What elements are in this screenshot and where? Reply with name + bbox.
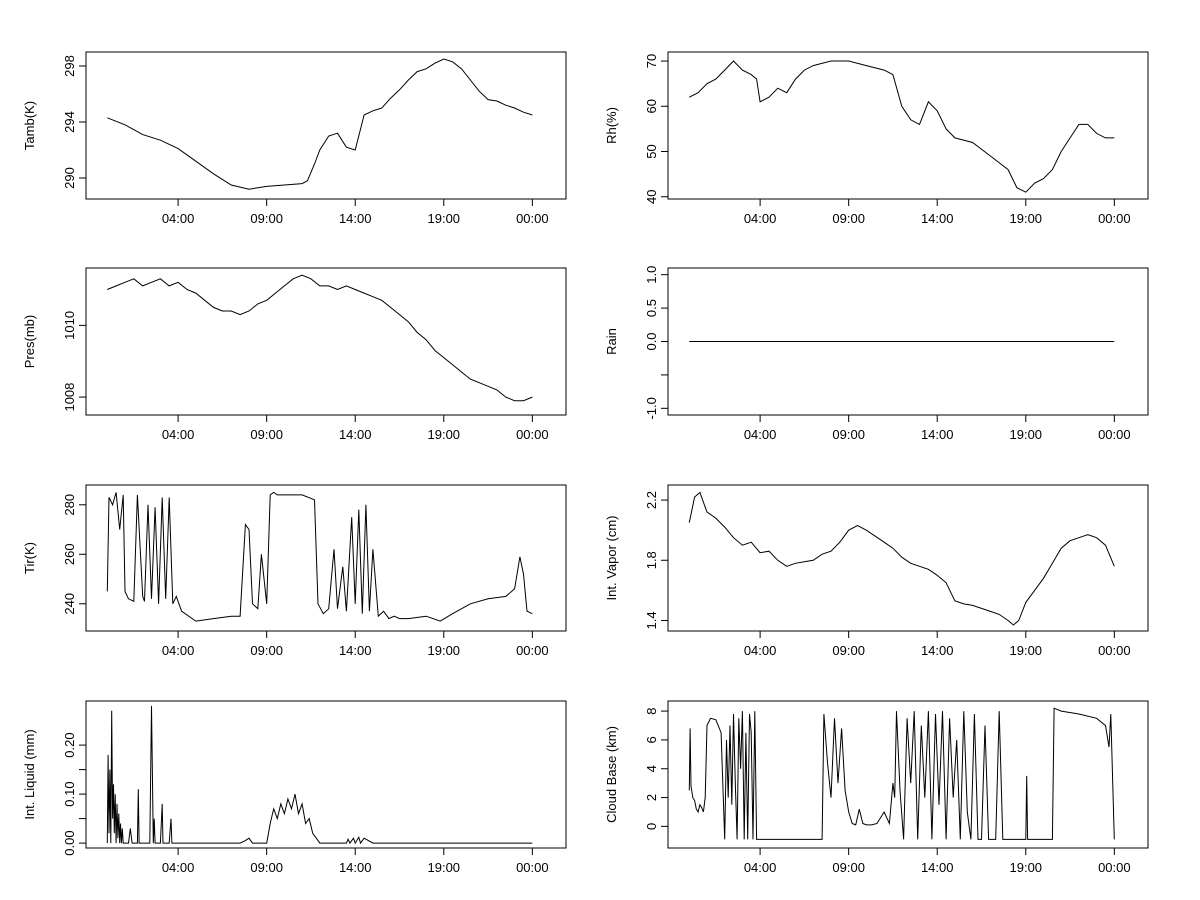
vapor-plot-frame [667,484,1149,632]
vapor-series-line [688,491,1115,626]
tir-xtick-label: 09:00 [250,643,283,658]
rain-ylabel: Rain [604,328,619,355]
rain-xtick-label: 00:00 [1098,427,1131,442]
rh-panel: 04:00 09:00 14:00 19:00 00:00 40 50 60 70 Rh(%) [604,51,1149,226]
vapor-ytick-label: 1.4 [644,611,659,629]
pres-ytick-label: 1010 [62,311,77,340]
tir-series-line [106,491,533,622]
cloud-plot-frame [667,700,1149,849]
rh-series-line [689,60,1115,193]
tamb-xtick-label: 04:00 [162,211,195,226]
vapor-ylabel: Int. Vapor (cm) [604,515,619,600]
cloud-xtick-label: 00:00 [1098,860,1131,875]
cloud-ytick-label: 0 [644,823,659,830]
rain-panel: 04:00 09:00 14:00 19:00 00:00 -1.0 0.0 0.5 1.0 Ra… [604,266,1149,442]
rain-ytick-label: -1.0 [644,397,659,419]
cloud-ytick-label: 4 [644,765,659,772]
liquid-ylabel: Int. Liquid (mm) [22,729,37,819]
liquid-xtick-label: 04:00 [162,860,195,875]
tir-ylabel: Tir(K) [22,542,37,574]
tamb-ytick-label: 294 [62,111,77,133]
cloud-xtick-label: 14:00 [921,860,954,875]
rh-plot-frame [667,51,1149,200]
cloud-xtick-label: 19:00 [1010,860,1043,875]
rh-xtick-label: 19:00 [1010,211,1043,226]
tir-plot-frame [85,484,567,632]
liquid-xtick-label: 09:00 [250,860,283,875]
rh-xtick-label: 14:00 [921,211,954,226]
tir-xtick-label: 00:00 [516,643,549,658]
rh-ytick-label: 50 [644,144,659,158]
vapor-ytick-label: 1.8 [644,551,659,569]
vapor-xtick-label: 09:00 [832,643,865,658]
rain-ytick-label: 0.0 [644,332,659,350]
liquid-xtick-label: 14:00 [339,860,372,875]
vapor-xtick-label: 14:00 [921,643,954,658]
pres-ylabel: Pres(mb) [22,315,37,368]
liquid-xtick-label: 00:00 [516,860,549,875]
rain-ytick-label: 1.0 [644,266,659,284]
rh-xtick-label: 00:00 [1098,211,1131,226]
pres-plot-frame [85,267,567,416]
cloud-ylabel: Cloud Base (km) [604,726,619,823]
rain-xtick-label: 04:00 [744,427,777,442]
pres-series-line [107,274,533,402]
cloud-ytick-label: 2 [644,794,659,801]
rain-xtick-label: 19:00 [1010,427,1043,442]
liquid-ytick-label: 0.20 [62,732,77,757]
pres-xtick-label: 19:00 [428,427,461,442]
rh-ytick-label: 40 [644,190,659,204]
cloud-ytick-label: 6 [644,736,659,743]
pres-xtick-label: 09:00 [250,427,283,442]
vapor-xtick-label: 00:00 [1098,643,1131,658]
tamb-series-line [107,58,533,190]
rh-ytick-label: 70 [644,54,659,68]
tir-panel: 04:00 09:00 14:00 19:00 00:00 240 260 280 Tir(K) [22,484,567,658]
pres-xtick-label: 04:00 [162,427,195,442]
tamb-ytick-label: 290 [62,167,77,189]
pres-xtick-label: 00:00 [516,427,549,442]
vapor-xtick-label: 19:00 [1010,643,1043,658]
pres-panel: 04:00 09:00 14:00 19:00 00:00 1008 1010 Pres(mb… [22,267,567,442]
liquid-series-line [106,705,533,845]
tir-ytick-label: 240 [62,593,77,615]
cloud-xtick-label: 09:00 [832,860,865,875]
tir-xtick-label: 14:00 [339,643,372,658]
cloud-series-line [688,707,1115,840]
cloud-xtick-label: 04:00 [744,860,777,875]
liquid-plot-frame [85,700,567,849]
tir-xtick-label: 19:00 [428,643,461,658]
tamb-ylabel: Tamb(K) [22,101,37,150]
tir-xtick-label: 04:00 [162,643,195,658]
vapor-panel: 04:00 09:00 14:00 19:00 00:00 1.4 1.8 2.2 Int. V… [604,484,1149,658]
tir-ytick-label: 280 [62,494,77,516]
vapor-ytick-label: 2.2 [644,491,659,509]
tamb-xtick-label: 19:00 [428,211,461,226]
tamb-panel: 04:00 09:00 14:00 19:00 00:00 290 294 298 Tamb(K… [22,51,567,226]
liquid-panel: 04:00 09:00 14:00 19:00 00:00 0.00 0.10 0.20 Int… [22,700,567,875]
liquid-xtick-label: 19:00 [428,860,461,875]
pres-xtick-label: 14:00 [339,427,372,442]
rh-xtick-label: 04:00 [744,211,777,226]
rain-xtick-label: 14:00 [921,427,954,442]
tamb-xtick-label: 00:00 [516,211,549,226]
tamb-xtick-label: 14:00 [339,211,372,226]
rain-xtick-label: 09:00 [832,427,865,442]
liquid-ytick-label: 0.00 [62,830,77,855]
rh-ylabel: Rh(%) [604,107,619,144]
rh-xtick-label: 09:00 [832,211,865,226]
tamb-ytick-label: 298 [62,55,77,77]
liquid-ytick-label: 0.10 [62,781,77,806]
pres-ytick-label: 1008 [62,383,77,412]
cloud-ytick-label: 8 [644,707,659,714]
tamb-xtick-label: 09:00 [250,211,283,226]
vapor-xtick-label: 04:00 [744,643,777,658]
tamb-plot-frame [85,51,567,200]
tir-ytick-label: 260 [62,543,77,565]
rain-ytick-label: 0.5 [644,299,659,317]
cloud-panel: 04:00 09:00 14:00 19:00 00:00 0 2 4 6 8 Cloud Base… [604,700,1149,875]
rh-ytick-label: 60 [644,99,659,113]
